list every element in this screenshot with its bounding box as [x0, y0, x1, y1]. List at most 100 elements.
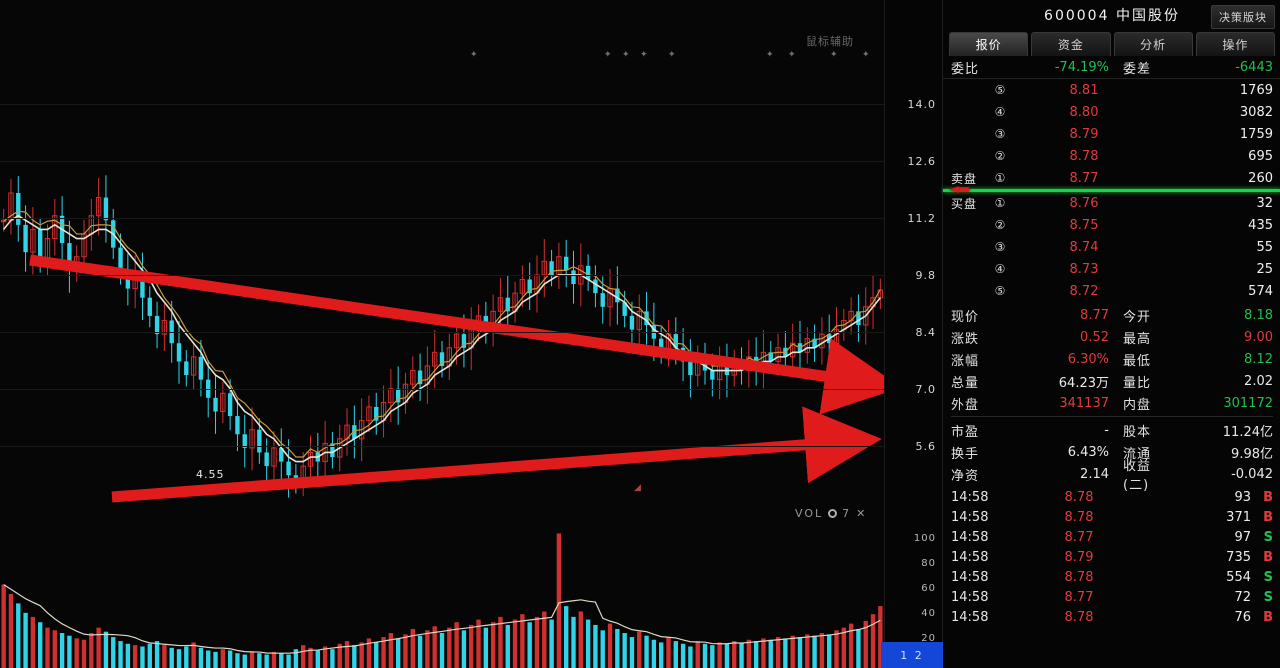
tab-3[interactable]: 操作	[1195, 32, 1275, 56]
sell-orders[interactable]: ⑤ 8.81 1769 ④ 8.80 3082 ③ 8.79 1759 ② 8.78 695 卖盘 ① 8.…	[943, 79, 1280, 189]
stat-row: 涨跌 0.52 最高 9.00	[943, 326, 1280, 348]
volume-axis-tick: 20	[921, 633, 936, 644]
tick-time: 14:58	[951, 589, 989, 605]
stat-value: -	[1104, 422, 1109, 438]
buy-order-row[interactable]: ⑤ 8.72 574	[943, 280, 1280, 302]
sell-order-row[interactable]: ⑤ 8.81 1769	[943, 79, 1280, 101]
stat-row: 外盘 341137 内盘 301172	[943, 392, 1280, 414]
stat-label: 外盘	[951, 397, 980, 413]
price-gridline	[0, 389, 884, 390]
quote-column: 600004 中国股份 决策版块 报价 资金 分析 操作 委比 -74.19% 委差 …	[943, 0, 1280, 668]
stat-value: 64.23万	[1058, 375, 1109, 391]
stat-label-2: 流通	[1123, 446, 1152, 462]
price-axis-tick: 11.2	[907, 212, 936, 225]
volume-axis-tick: 80	[921, 558, 936, 569]
diff-label: 委差	[1123, 61, 1152, 77]
tick-direction: B	[1263, 609, 1273, 625]
stat-label: 涨跌	[951, 331, 980, 347]
price-axis-tick: 9.8	[915, 269, 936, 282]
quote-panel: 1 2 14.0 12.6 11.2 9.8 8.4 7.0 5.6 100 80 60 40 20 …	[881, 0, 1280, 668]
order-index: ②	[994, 149, 1006, 163]
order-price: 8.76	[1069, 195, 1099, 211]
taskbar-chip[interactable]: 1 2	[881, 642, 943, 668]
volume-axis-tick: 40	[921, 608, 936, 619]
tick-volume: 735	[1226, 549, 1251, 565]
tick-price: 8.78	[1064, 509, 1094, 525]
buy-orders[interactable]: 买盘 ① 8.76 32 ② 8.75 435 ③ 8.74 55 ④ 8.73 25 ⑤ 8.72 574	[943, 192, 1280, 302]
tick-row[interactable]: 14:58 8.78 371 B	[943, 507, 1280, 527]
sell-order-row[interactable]: ② 8.78 695	[943, 145, 1280, 167]
stat-row: 现价 8.77 今开 8.18	[943, 304, 1280, 326]
low-price-tag: 4.55	[196, 468, 225, 481]
price-axis-tick: 8.4	[915, 326, 936, 339]
tick-volume: 93	[1234, 489, 1251, 505]
stat-value-2: 9.00	[1244, 329, 1273, 345]
tick-time: 14:58	[951, 489, 989, 505]
order-qty: 32	[1256, 195, 1273, 211]
chart-top-marker: ✦	[830, 50, 837, 60]
tick-price: 8.77	[1064, 589, 1094, 605]
sell-order-row[interactable]: ③ 8.79 1759	[943, 123, 1280, 145]
stat-value: 341137	[1059, 395, 1109, 411]
tick-row[interactable]: 14:58 8.77 72 S	[943, 587, 1280, 607]
tick-price: 8.79	[1064, 549, 1094, 565]
decision-board-button[interactable]: 决策版块	[1211, 5, 1275, 29]
tab-1[interactable]: 资金	[1031, 32, 1111, 56]
stat-row: 市盈 - 股本 11.24亿	[943, 419, 1280, 441]
price-chart-pane[interactable]	[0, 0, 884, 508]
tick-volume: 76	[1234, 609, 1251, 625]
tick-row[interactable]: 14:58 8.78 76 B	[943, 607, 1280, 627]
volume-axis-tick: 100	[913, 533, 936, 544]
buy-order-row[interactable]: ④ 8.73 25	[943, 258, 1280, 280]
stats-divider	[951, 416, 1273, 417]
tick-price: 8.77	[1064, 529, 1094, 545]
tick-direction: B	[1263, 509, 1273, 525]
price-axis-tick: 14.0	[907, 98, 936, 111]
tick-row[interactable]: 14:58 8.79 735 B	[943, 547, 1280, 567]
tick-row[interactable]: 14:58 8.78 554 S	[943, 567, 1280, 587]
tick-volume: 554	[1226, 569, 1251, 585]
price-axis-tick: 7.0	[915, 383, 936, 396]
order-index: ②	[994, 218, 1006, 232]
stat-label: 现价	[951, 309, 980, 325]
volume-bars	[1, 533, 883, 668]
price-gridline	[0, 275, 884, 276]
buy-order-row[interactable]: 买盘 ① 8.76 32	[943, 192, 1280, 214]
page-title: 600004 中国股份	[1044, 8, 1180, 24]
sell-order-row[interactable]: 卖盘 ① 8.77 260	[943, 167, 1280, 189]
chart-top-marker: ✦	[640, 50, 647, 60]
stat-value-2: 8.18	[1244, 307, 1273, 323]
tab-bar[interactable]: 报价 资金 分析 操作	[943, 30, 1280, 56]
order-ratio-row: 委比 -74.19% 委差 -6443	[943, 56, 1280, 79]
chart-area[interactable]: 鼠标辅助 VOL 7 ✕ 4.55 ◢ ✦ ✦ ✦ ✦ ✦ ✦ ✦ ✦ ✦	[0, 0, 884, 668]
order-index: ⑤	[994, 284, 1006, 298]
buy-order-row[interactable]: ③ 8.74 55	[943, 236, 1280, 258]
order-index: ④	[994, 262, 1006, 276]
order-index: ③	[994, 127, 1006, 141]
diff-value: -6443	[1235, 59, 1273, 75]
tick-log[interactable]: 14:58 8.78 93 B 14:58 8.78 371 B 14:58 8.77 97 S 14:…	[943, 485, 1280, 627]
stat-value-2: 11.24亿	[1222, 424, 1273, 440]
buy-order-row[interactable]: ② 8.75 435	[943, 214, 1280, 236]
tab-2[interactable]: 分析	[1113, 32, 1193, 56]
tick-row[interactable]: 14:58 8.78 93 B	[943, 487, 1280, 507]
volume-chart-pane[interactable]	[0, 508, 884, 668]
buy-label: 买盘	[951, 196, 978, 211]
stat-row: 涨幅 6.30% 最低 8.12	[943, 348, 1280, 370]
tick-time: 14:58	[951, 569, 989, 585]
close-icon[interactable]: ✕	[856, 507, 868, 520]
stat-label-2: 量比	[1123, 375, 1152, 391]
stat-label: 换手	[951, 446, 980, 462]
stat-value-2: 301172	[1223, 395, 1273, 411]
price-gridline	[0, 332, 884, 333]
tick-row[interactable]: 14:58 8.77 97 S	[943, 527, 1280, 547]
order-index: ③	[994, 240, 1006, 254]
tab-0[interactable]: 报价	[949, 32, 1029, 56]
stat-value: 6.30%	[1067, 351, 1109, 367]
stat-value-2: 8.12	[1244, 351, 1273, 367]
chart-top-marker: ✦	[668, 50, 675, 60]
volume-indicator-label[interactable]: VOL 7 ✕	[795, 507, 867, 520]
stat-label-2: 股本	[1123, 424, 1152, 440]
sell-order-row[interactable]: ④ 8.80 3082	[943, 101, 1280, 123]
order-price: 8.81	[1069, 82, 1099, 98]
